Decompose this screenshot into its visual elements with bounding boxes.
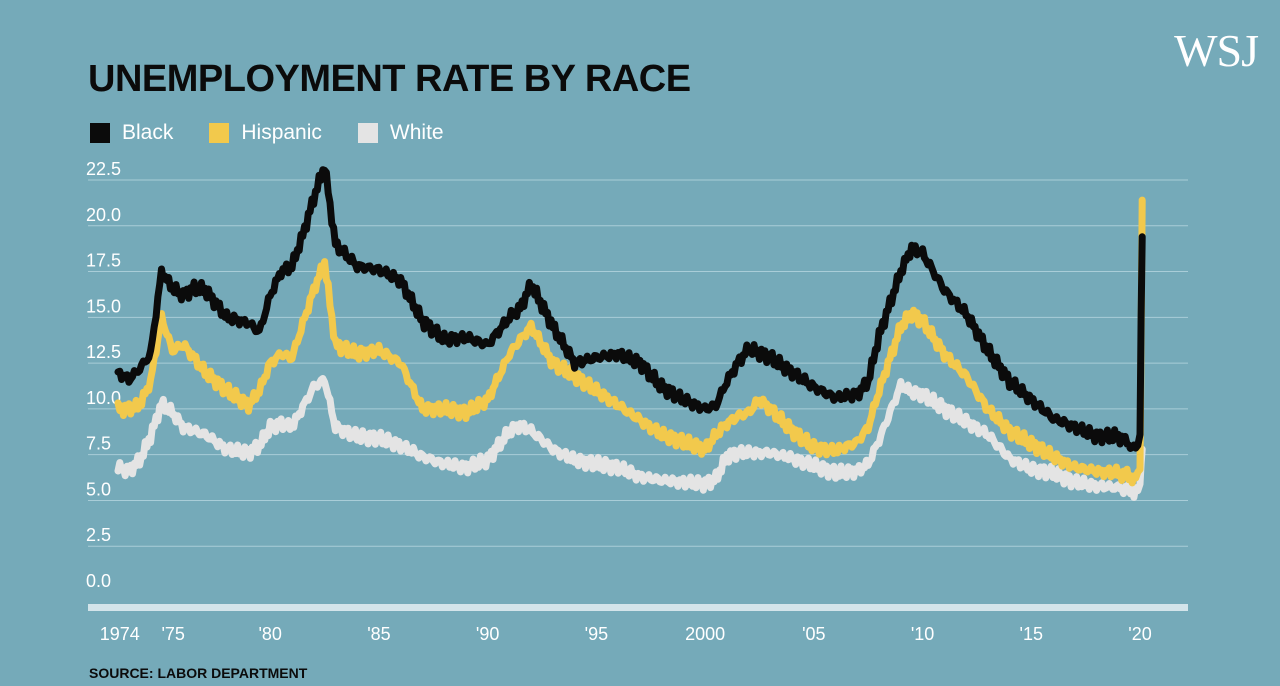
chart-legend: Black Hispanic White xyxy=(90,121,444,145)
y-tick-label: 0.0 xyxy=(86,571,111,591)
y-tick-label: 5.0 xyxy=(86,479,111,499)
x-tick-label: 1974 xyxy=(100,624,140,644)
chart-title: UNEMPLOYMENT RATE BY RACE xyxy=(88,58,691,100)
wsj-logo: WSJ xyxy=(1174,25,1259,76)
x-tick-label: '75 xyxy=(161,624,184,644)
legend-label-hispanic: Hispanic xyxy=(241,121,322,144)
series-lines xyxy=(114,166,1146,501)
legend-item-hispanic: Hispanic xyxy=(209,121,322,145)
y-tick-label: 15.0 xyxy=(86,296,121,316)
y-tick-label: 10.0 xyxy=(86,388,121,408)
legend-item-black: Black xyxy=(90,121,173,145)
x-tick-label: '15 xyxy=(1020,624,1043,644)
x-tick-label: '20 xyxy=(1128,624,1151,644)
y-tick-label: 20.0 xyxy=(86,205,121,225)
x-tick-label: '95 xyxy=(585,624,608,644)
legend-label-black: Black xyxy=(122,121,174,144)
y-tick-label: 12.5 xyxy=(86,342,121,362)
legend-swatch-white xyxy=(357,123,378,143)
x-tick-label: '80 xyxy=(258,624,281,644)
series-line-white xyxy=(114,375,1146,501)
y-tick-label: 22.5 xyxy=(86,159,121,179)
series-line-hispanic xyxy=(114,196,1146,487)
y-tick-label: 2.5 xyxy=(86,525,111,545)
y-tick-label: 17.5 xyxy=(86,251,121,271)
x-tick-label: '10 xyxy=(911,624,934,644)
legend-swatch-black xyxy=(90,123,110,143)
x-tick-label: '85 xyxy=(367,624,390,644)
x-axis: 1974 '75 '80 '85 '90 '95 2000 '05 '10 '15 '20 xyxy=(88,604,1188,644)
x-tick-label: '90 xyxy=(476,624,499,644)
y-axis-ticks: 0.0 2.5 5.0 7.5 10.0 12.5 15.0 17.5 20.0 22.5 xyxy=(86,159,121,591)
legend-label-white: White xyxy=(389,121,444,144)
x-tick-label: 2000 xyxy=(685,624,725,644)
source-note: SOURCE: LABOR DEPARTMENT xyxy=(89,665,308,681)
x-tick-label: '05 xyxy=(802,624,825,644)
x-axis-line xyxy=(88,604,1188,611)
y-tick-label: 7.5 xyxy=(86,434,111,454)
legend-item-white: White xyxy=(357,121,444,145)
legend-swatch-hispanic xyxy=(209,123,230,143)
series-line-black xyxy=(114,166,1146,452)
